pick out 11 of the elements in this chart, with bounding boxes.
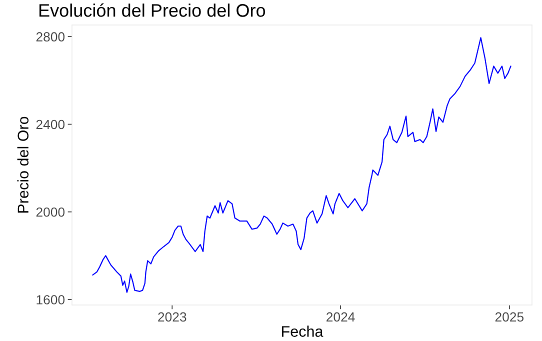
x-tick-label: 2023 [158, 312, 186, 322]
y-tick-label: 2000 [36, 207, 65, 217]
line-series [92, 37, 512, 293]
y-tick-label: 2400 [36, 120, 65, 130]
x-tick-label: 2024 [326, 312, 355, 322]
x-tick-label: 2025 [495, 312, 524, 322]
x-axis-title: Fecha [282, 326, 324, 337]
y-axis-title: Precio del Oro [17, 116, 29, 213]
chart-title: Evolución del Precio del Oro [39, 3, 266, 17]
y-tick-label: 1600 [36, 295, 65, 304]
y-tick-label: 2800 [36, 32, 65, 42]
